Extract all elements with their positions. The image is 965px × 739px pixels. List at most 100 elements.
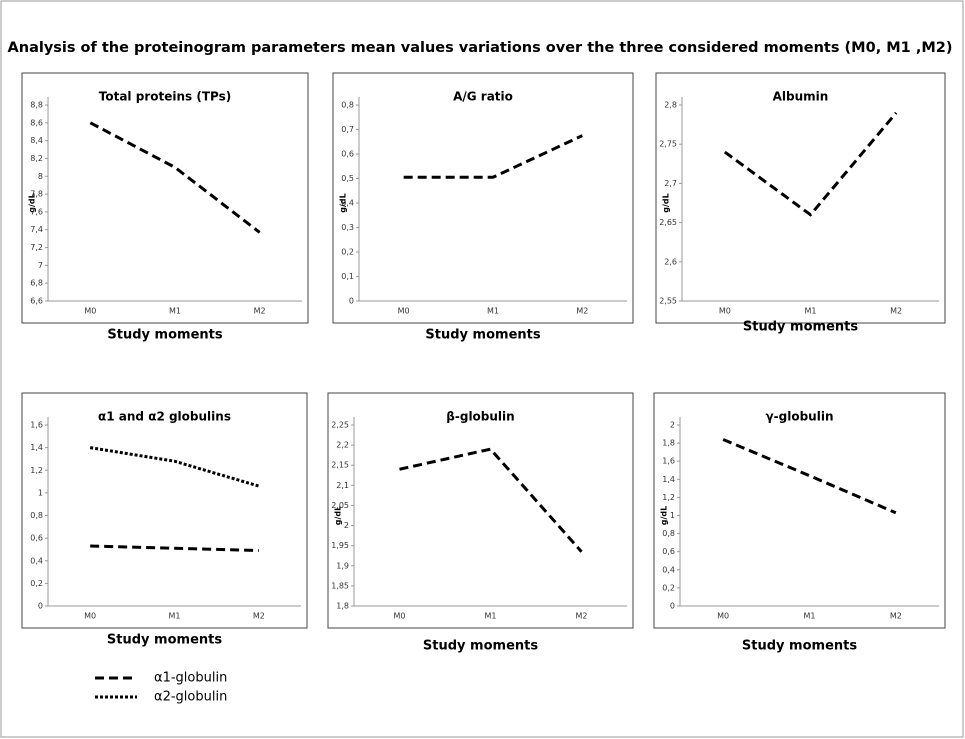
y-tick-label: 8,8 [30,101,43,110]
x-tick-label: M0 [719,307,731,316]
x-tick-label: M1 [169,612,181,621]
x-tick-label: M0 [84,307,96,316]
y-tick-label: 7,2 [30,243,43,252]
x-axis-label: Study moments [107,328,222,343]
x-axis-label: Study moments [423,639,538,654]
x-tick-label: M0 [394,612,406,621]
y-tick-label: 0,3 [341,223,354,232]
y-tick-label: 0,1 [341,272,354,281]
data-line [722,438,897,515]
y-tick-label: 0,8 [30,511,43,520]
y-tick-label: 1,6 [662,457,675,466]
x-tick-label: M0 [84,612,96,621]
y-tick-label: 8,6 [30,118,43,127]
legend-label: α1-globulin [154,671,227,686]
x-axis-label: Study moments [425,328,540,343]
panel-title: Total proteins (TPs) [99,90,231,104]
y-tick-label: 1 [670,511,675,520]
y-tick-label: 0,6 [341,150,354,159]
y-tick-label: 2,6 [664,257,677,266]
data-line [89,446,260,488]
y-tick-label: 7,4 [30,225,43,234]
y-tick-label: 0,6 [30,534,43,543]
y-tick-label: 0,2 [662,583,675,592]
x-tick-label: M1 [485,612,497,621]
figure-title: Analysis of the proteinogram parameters … [8,40,953,56]
y-tick-label: 2,65 [659,218,677,227]
x-tick-label: M1 [804,612,816,621]
x-tick-label: M0 [717,612,729,621]
y-tick-label: 0,7 [341,125,354,134]
panel-frame [21,392,308,629]
x-tick-label: M0 [398,307,410,316]
y-tick-label: 1,2 [30,466,43,475]
y-tick-label: 2,15 [331,461,349,470]
data-line [399,447,583,553]
y-tick-label: 0,2 [30,579,43,588]
y-tick-label: 1,85 [331,581,349,590]
x-tick-label: M2 [890,612,902,621]
panel-title: Albumin [773,90,829,104]
panel-title: A/G ratio [453,90,513,104]
y-tick-label: 2,75 [659,140,677,149]
panel-frame [327,392,634,629]
x-tick-label: M2 [253,612,265,621]
data-line [723,111,898,217]
x-axis-label: Study moments [742,639,857,654]
y-tick-label: 8 [38,172,43,181]
y-tick-label: 0,4 [662,565,675,574]
panel-frame [21,72,309,324]
x-axis-label: Study moments [743,320,858,335]
y-tick-label: 0,6 [662,547,675,556]
y-axis-label: g/dL [660,506,669,525]
y-tick-label: 7 [38,261,43,270]
y-tick-label: 0 [349,297,354,306]
y-tick-label: 2,2 [336,441,349,450]
y-tick-label: 7,6 [30,207,43,216]
y-axis-label: g/dL [334,506,343,525]
y-tick-label: 6,6 [30,297,43,306]
y-axis-label: g/dL [339,193,348,212]
y-tick-label: 1,6 [30,421,43,430]
x-tick-label: M1 [487,307,499,316]
y-axis-label: g/dL [662,193,671,212]
legend-label: α2-globulin [154,690,227,705]
y-tick-label: 2,25 [331,421,349,430]
x-tick-label: M2 [890,307,902,316]
y-tick-label: 1,4 [30,443,43,452]
panel-title: γ-globulin [765,410,833,424]
y-tick-label: 2 [670,421,675,430]
y-tick-label: 7,8 [30,190,43,199]
y-tick-label: 1 [38,488,43,497]
x-tick-label: M1 [805,307,817,316]
y-tick-label: 1,2 [662,493,675,502]
y-tick-label: 1,9 [336,561,349,570]
y-tick-label: 8,2 [30,154,43,163]
y-tick-label: 1,95 [331,541,349,550]
panel-frame [653,392,946,629]
y-tick-label: 0,4 [341,199,354,208]
y-tick-label: 2,05 [331,501,349,510]
y-tick-label: 0,8 [662,529,675,538]
panel-title: β-globulin [446,410,514,424]
panel-title: α1 and α2 globulins [98,410,231,424]
x-tick-label: M2 [576,307,588,316]
y-tick-label: 1,8 [336,602,349,611]
y-tick-label: 1,4 [662,475,675,484]
y-tick-label: 0,2 [341,248,354,257]
y-tick-label: 1,8 [662,439,675,448]
data-line [403,134,583,179]
panel-frame [332,72,634,324]
y-tick-label: 0,8 [341,101,354,110]
y-tick-label: 0 [670,602,675,611]
data-line [89,121,261,234]
y-tick-label: 2,1 [336,481,349,490]
x-axis-label: Study moments [107,633,222,648]
x-tick-label: M1 [169,307,181,316]
y-tick-label: 6,8 [30,279,43,288]
y-tick-label: 2 [344,521,349,530]
y-axis-label: g/dL [28,193,37,212]
y-tick-label: 2,8 [664,101,677,110]
y-tick-label: 0 [38,602,43,611]
